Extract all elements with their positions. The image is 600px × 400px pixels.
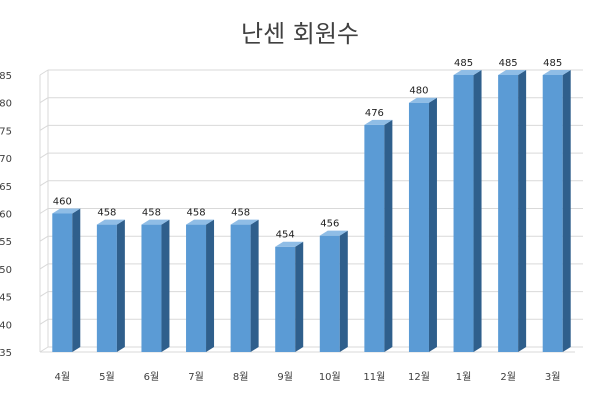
bar-top xyxy=(319,230,348,236)
bar xyxy=(96,219,125,352)
y-tick-label: 445 xyxy=(0,293,12,304)
y-tick-label: 485 xyxy=(0,71,12,82)
x-tick-label: 7월 xyxy=(188,371,204,383)
bar-top xyxy=(52,208,81,214)
bar-side xyxy=(72,208,81,352)
x-tick-label: 3월 xyxy=(545,371,561,383)
bar-front xyxy=(319,235,340,352)
gridline-side xyxy=(39,318,49,325)
y-tick-label: 480 xyxy=(0,99,12,110)
y-tick-label: 475 xyxy=(0,126,12,137)
gridline-side xyxy=(39,263,49,270)
x-tick-label: 8월 xyxy=(233,371,249,383)
bar xyxy=(141,219,170,352)
y-tick-label: 435 xyxy=(0,348,12,359)
bar-side xyxy=(518,70,527,352)
bar xyxy=(275,241,304,352)
y-tick-label: 455 xyxy=(0,237,12,248)
y-tick-label: 465 xyxy=(0,182,12,193)
bar-top xyxy=(186,219,215,225)
gridline-side xyxy=(39,124,49,131)
chart-title: 난센 회원수 xyxy=(240,20,360,48)
bar xyxy=(52,208,81,352)
y-tick-label: 450 xyxy=(0,265,12,276)
gridline-side xyxy=(39,180,49,187)
x-tick-label: 5월 xyxy=(99,371,115,383)
bar-top xyxy=(141,219,170,225)
bar-top xyxy=(498,70,527,75)
gridline-side xyxy=(39,97,49,104)
bar xyxy=(498,70,527,352)
bar-front xyxy=(141,224,162,352)
bar-front xyxy=(275,246,296,352)
bar-top xyxy=(453,70,482,75)
bar-top xyxy=(275,241,304,247)
bar xyxy=(364,119,393,352)
bar-top xyxy=(364,119,393,125)
data-label: 454 xyxy=(276,230,295,241)
bar-side xyxy=(473,70,482,352)
bar-front xyxy=(498,75,519,352)
data-label: 485 xyxy=(499,58,518,69)
x-tick-label: 12월 xyxy=(408,371,430,383)
bar-front xyxy=(542,75,563,352)
data-label: 456 xyxy=(320,219,339,230)
bar xyxy=(230,219,259,352)
x-tick-label: 9월 xyxy=(277,371,293,383)
gridlines xyxy=(39,69,583,353)
data-label: 480 xyxy=(409,86,428,97)
bar-front xyxy=(364,124,385,352)
data-label: 458 xyxy=(231,208,250,219)
x-tick-label: 1월 xyxy=(456,371,472,383)
y-tick-label: 470 xyxy=(0,154,12,165)
gridline-side xyxy=(39,208,49,214)
x-tick-label: 4월 xyxy=(55,371,71,383)
bar-side xyxy=(339,230,348,352)
data-label: 485 xyxy=(543,58,562,69)
bar-front xyxy=(186,224,207,352)
data-label: 458 xyxy=(186,208,205,219)
bar-side xyxy=(562,70,571,352)
x-tick-label: 11월 xyxy=(363,371,385,383)
gridline-side xyxy=(39,69,49,76)
data-label: 476 xyxy=(365,108,384,119)
bar-top xyxy=(96,219,125,225)
bar-front xyxy=(96,224,117,352)
bar-top xyxy=(230,219,259,225)
bar xyxy=(453,70,482,352)
y-tick-label: 460 xyxy=(0,210,12,221)
bar-side xyxy=(206,219,215,352)
data-label: 458 xyxy=(97,208,116,219)
bar-side xyxy=(428,97,437,352)
bar xyxy=(186,219,215,352)
bar xyxy=(408,97,437,352)
bar-front xyxy=(52,213,73,352)
data-label: 458 xyxy=(142,208,161,219)
gridline-side xyxy=(39,235,49,242)
bar-side xyxy=(161,219,170,352)
gridline-side xyxy=(39,291,49,298)
gridline-side xyxy=(39,152,49,159)
bar-front xyxy=(408,102,429,352)
bar-side xyxy=(295,241,304,352)
bar-side xyxy=(116,219,125,352)
x-tick-label: 2월 xyxy=(500,371,516,383)
x-tick-label: 6월 xyxy=(144,371,160,383)
bar-front xyxy=(230,224,251,352)
bar-side xyxy=(250,219,259,352)
y-tick-label: 440 xyxy=(0,320,12,331)
bar-top xyxy=(542,70,571,75)
gridline-side xyxy=(39,346,49,353)
bar xyxy=(319,230,348,352)
bar-side xyxy=(384,119,393,352)
bar xyxy=(542,70,571,352)
bar-top xyxy=(408,97,437,103)
bar-front xyxy=(453,75,474,352)
x-tick-label: 10월 xyxy=(319,371,341,383)
data-label: 460 xyxy=(53,197,72,208)
data-label: 485 xyxy=(454,58,473,69)
